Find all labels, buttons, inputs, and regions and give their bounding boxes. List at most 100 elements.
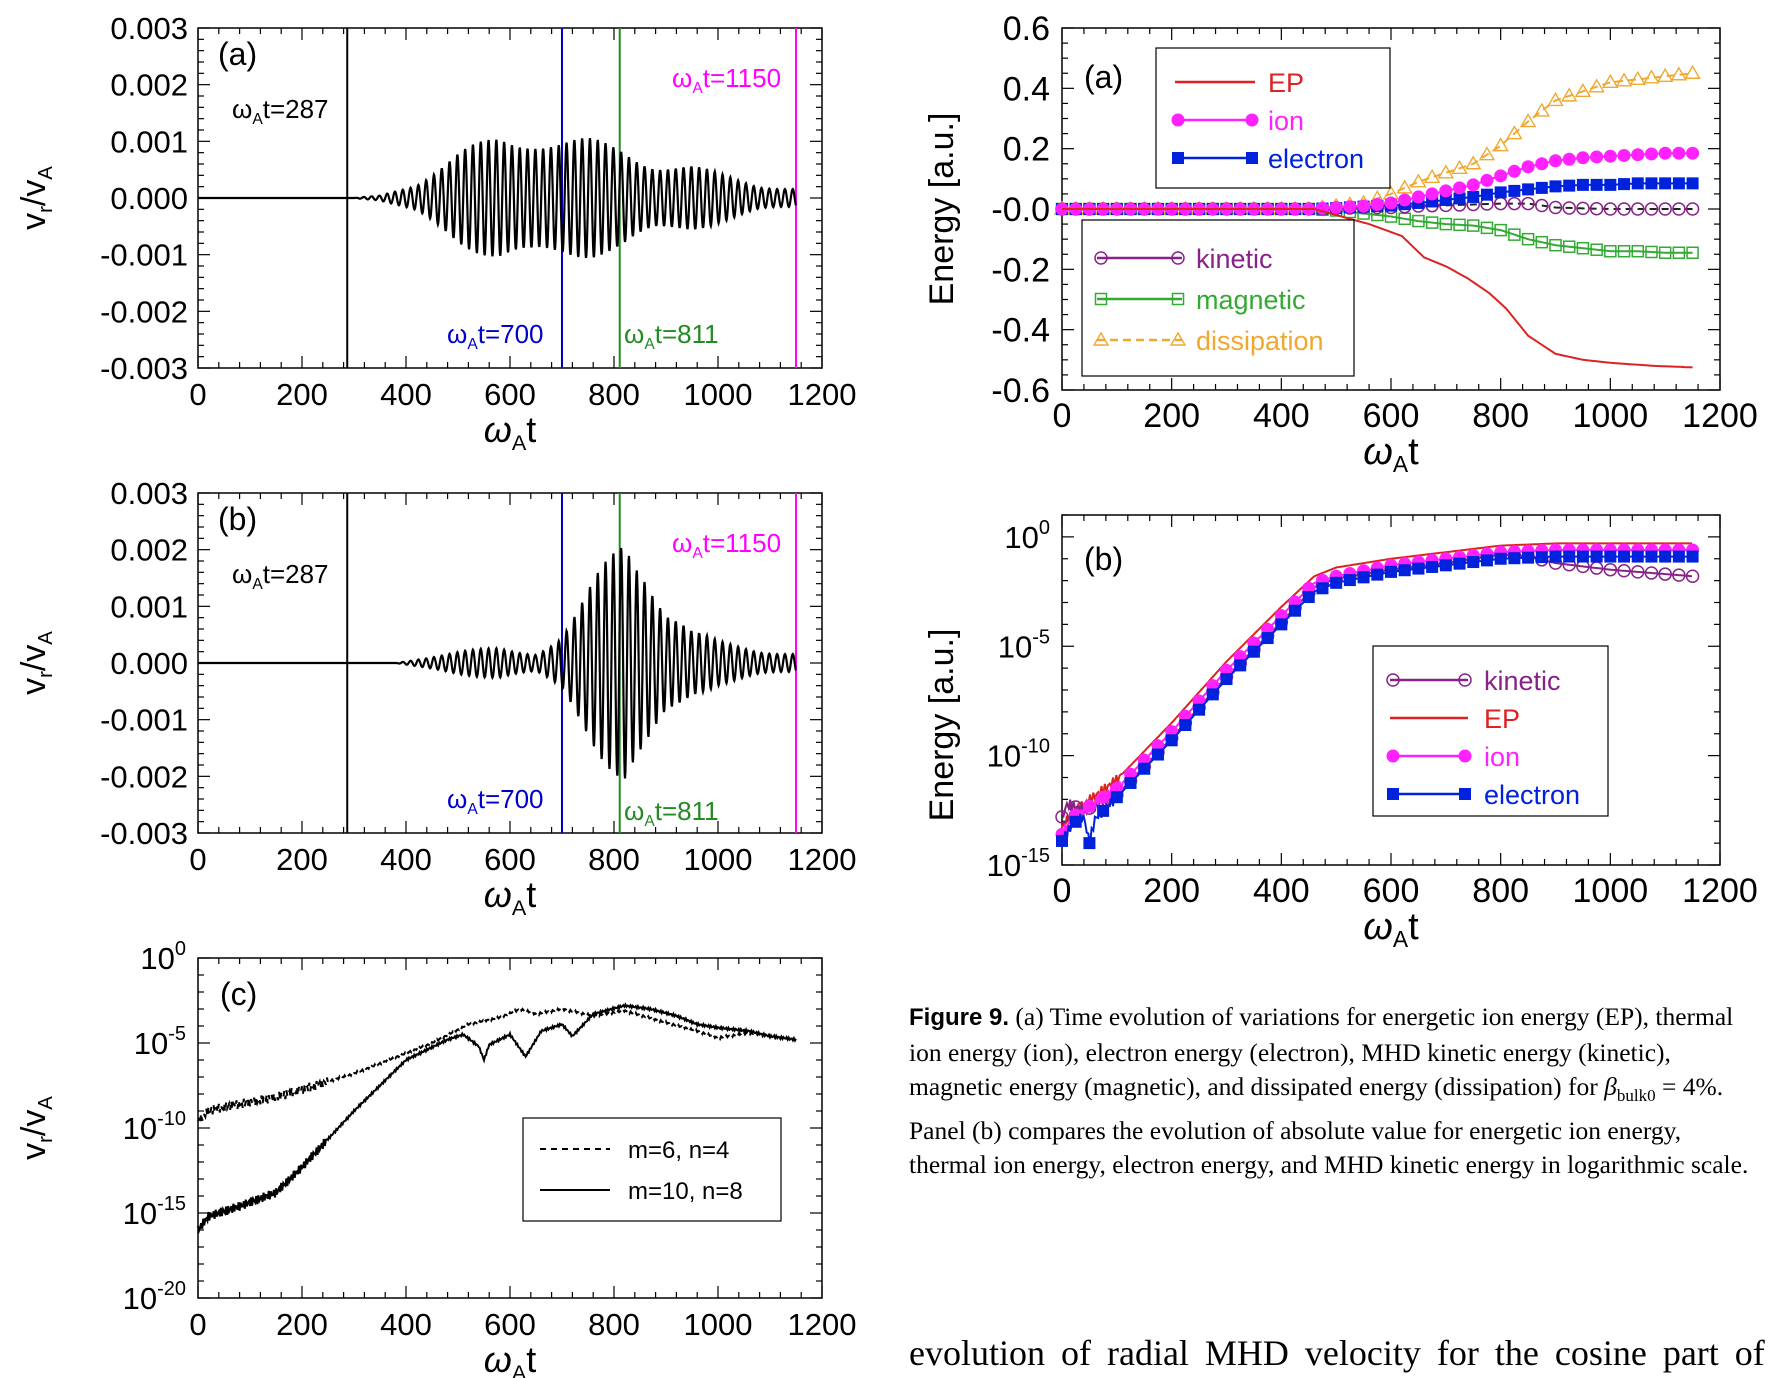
marker-circle: [1494, 169, 1508, 183]
marker-square: [1494, 552, 1507, 565]
marker-circle: [1458, 749, 1472, 763]
x-tick-label: 800: [588, 842, 640, 877]
x-tick-label: 400: [1253, 872, 1310, 910]
marker-square: [1590, 550, 1603, 563]
marker-square: [1672, 550, 1685, 563]
x-tick-label: 1000: [684, 842, 753, 877]
caption-line4-post: = 4%. Panel (b) compares the: [909, 1072, 1724, 1145]
marker-square-open: [1549, 238, 1562, 252]
y-tick-label: 0.001: [110, 124, 188, 159]
marker-square: [1480, 554, 1493, 567]
marker-circle: [1631, 148, 1645, 162]
marker-square-open: [1453, 218, 1466, 232]
marker-triangle-open: [1092, 331, 1110, 346]
marker-square: [1453, 192, 1466, 205]
vline-label: ωAt=700: [447, 319, 544, 353]
x-tick-label: 0: [189, 377, 206, 412]
marker-circle: [1603, 149, 1617, 163]
marker-square: [1193, 703, 1206, 716]
legend-label: magnetic: [1196, 285, 1306, 315]
y-tick-label: -0.001: [100, 703, 188, 738]
marker-circle: [1357, 199, 1371, 213]
x-tick-label: 800: [1472, 872, 1529, 910]
marker-square: [1316, 582, 1329, 595]
marker-square: [1459, 788, 1471, 800]
marker-square-open: [1590, 243, 1603, 256]
marker-triangle-open: [1437, 164, 1455, 179]
marker-square: [1618, 178, 1631, 191]
x-axis-label: ωAt: [1363, 431, 1419, 477]
marker-square: [1289, 604, 1302, 617]
marker-triangle-open: [1396, 179, 1413, 194]
marker-circle-open: [1094, 251, 1108, 265]
legend: m=6, n=4 m=10, n=8: [522, 1117, 782, 1222]
marker-square: [1172, 152, 1184, 164]
vline-label: ωAt=287: [232, 94, 329, 128]
marker-triangle-open: [1478, 146, 1496, 161]
marker-circle-open: [1548, 200, 1563, 215]
marker-square: [1535, 181, 1548, 194]
legend-label: ion: [1484, 742, 1520, 772]
marker-square: [1426, 560, 1439, 573]
marker-square: [1631, 550, 1644, 563]
marker-square: [1097, 804, 1110, 817]
marker-square-open: [1425, 216, 1439, 229]
legend-bottom: kinetic magnetic dissipation: [1081, 219, 1355, 377]
marker-square: [1398, 564, 1411, 577]
marker-square: [1056, 834, 1068, 847]
figure-caption: Figure 9. (a) Time evolution of variatio…: [909, 1000, 1754, 1183]
legend-top: EP ion electron: [1155, 47, 1391, 189]
marker-square-open: [1686, 246, 1699, 259]
caption-beta-sub: bulk0: [1616, 1086, 1656, 1106]
marker-circle: [1521, 160, 1535, 174]
marker-triangle-open: [1169, 331, 1187, 346]
body-text: evolution of radial MHD velocity for the…: [909, 1333, 1765, 1373]
marker-circle-open: [1535, 198, 1549, 213]
marker-circle: [1562, 152, 1576, 166]
marker-square: [1522, 183, 1535, 196]
marker-square: [1371, 568, 1384, 581]
marker-square: [1604, 178, 1617, 191]
legend-label: electron: [1484, 780, 1580, 810]
y-tick-label: -0.0: [991, 191, 1050, 229]
panel-label: (a): [218, 36, 257, 72]
marker-circle-open: [1658, 567, 1672, 581]
signal-line: [198, 138, 797, 259]
x-tick-label: 1200: [788, 377, 857, 412]
caption-beta: β: [1604, 1072, 1617, 1101]
y-tick-label: -0.2: [991, 251, 1050, 289]
x-tick-label: 800: [1472, 397, 1529, 435]
vline-label: ωAt=287: [232, 559, 329, 593]
x-tick-label: 400: [1253, 397, 1310, 435]
x-tick-label: 1000: [684, 377, 753, 412]
marker-triangle-open: [1533, 102, 1551, 117]
marker-square: [1508, 184, 1521, 197]
marker-square: [1412, 562, 1425, 575]
marker-square: [1275, 618, 1288, 631]
marker-square: [1522, 551, 1535, 564]
series-line-m10-n8: [197, 1002, 797, 1235]
marker-circle-open: [1685, 202, 1700, 216]
y-tick-label: 0.6: [1003, 10, 1050, 48]
marker-square: [1453, 557, 1466, 570]
legend-label: EP: [1484, 704, 1520, 734]
marker-circle-open: [1603, 562, 1618, 577]
y-tick-label: 10-5: [134, 1023, 186, 1061]
marker-circle: [1686, 146, 1700, 160]
marker-circle-open: [1458, 673, 1472, 687]
marker-circle: [1096, 790, 1110, 804]
marker-square: [1535, 551, 1548, 564]
vline-label: ωAt=700: [447, 784, 544, 818]
x-tick-label: 1200: [1682, 397, 1758, 435]
caption-line2: (EP), thermal ion energy (ion), electron…: [909, 1002, 1734, 1067]
marker-square: [1247, 645, 1260, 658]
legend-label: EP: [1268, 68, 1304, 98]
caption-label: Figure 9.: [909, 1004, 1010, 1031]
vline-label: ωAt=811: [624, 796, 719, 830]
marker-square: [1110, 791, 1123, 804]
marker-square: [1385, 565, 1397, 578]
marker-circle: [1453, 181, 1467, 195]
marker-circle: [1370, 197, 1384, 211]
marker-triangle-open: [1629, 70, 1646, 85]
marker-circle-open: [1672, 202, 1686, 216]
